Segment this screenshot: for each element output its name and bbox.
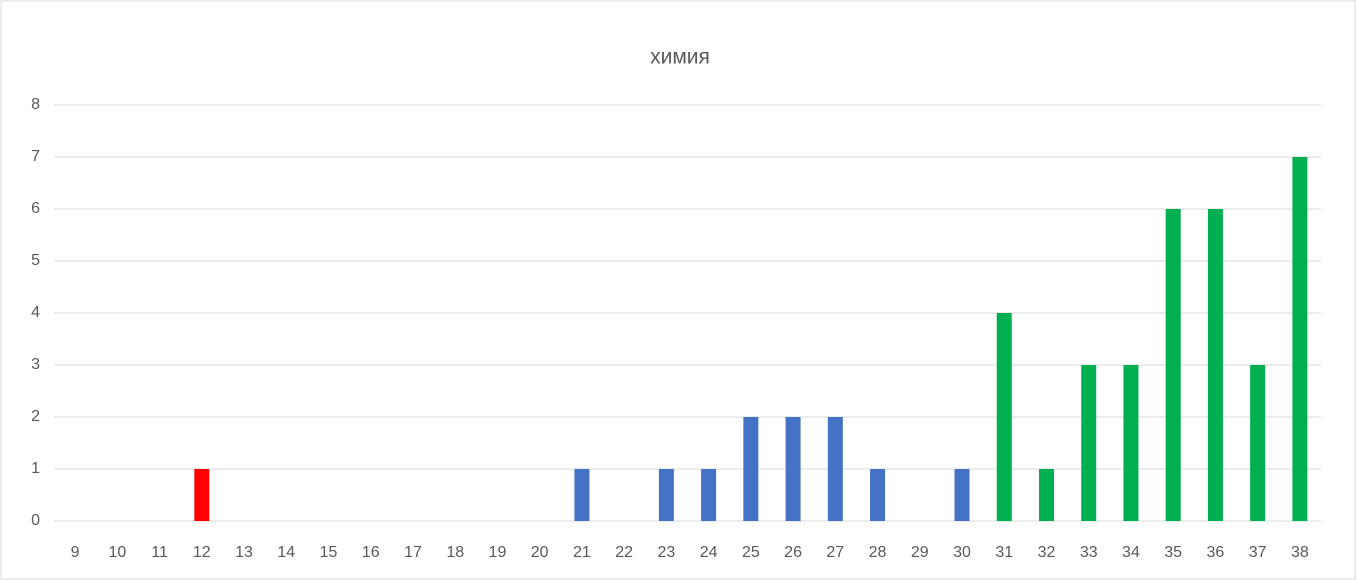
bar xyxy=(574,469,590,521)
x-tick-label: 28 xyxy=(869,544,887,561)
x-tick-label: 25 xyxy=(742,544,760,561)
x-tick-label: 16 xyxy=(362,544,380,561)
x-tick-label: 14 xyxy=(277,544,295,561)
bar xyxy=(1250,365,1266,521)
x-tick-label: 19 xyxy=(489,544,507,561)
x-tick-label: 32 xyxy=(1038,544,1056,561)
x-tick-label: 29 xyxy=(911,544,929,561)
x-tick-label: 37 xyxy=(1249,544,1267,561)
bar xyxy=(1207,209,1223,521)
x-tick-label: 10 xyxy=(108,544,126,561)
x-tick-label: 18 xyxy=(446,544,464,561)
x-tick-label: 34 xyxy=(1122,544,1140,561)
x-tick-label: 26 xyxy=(784,544,802,561)
bar xyxy=(785,417,801,521)
bar xyxy=(1081,365,1097,521)
chart-title: химия xyxy=(650,46,710,69)
bar xyxy=(194,469,210,521)
x-tick-label: 36 xyxy=(1207,544,1225,561)
bar xyxy=(1292,157,1308,521)
x-tick-label: 13 xyxy=(235,544,253,561)
x-tick-label: 21 xyxy=(573,544,591,561)
x-tick-label: 33 xyxy=(1080,544,1098,561)
bar xyxy=(658,469,674,521)
y-tick-label: 6 xyxy=(31,200,40,217)
bar xyxy=(827,417,843,521)
bar xyxy=(743,417,759,521)
bar xyxy=(1165,209,1181,521)
x-tick-label: 12 xyxy=(193,544,211,561)
y-tick-label: 1 xyxy=(31,460,40,477)
x-tick-label: 38 xyxy=(1291,544,1309,561)
x-tick-label: 20 xyxy=(531,544,549,561)
x-tick-label: 30 xyxy=(953,544,971,561)
y-tick-label: 3 xyxy=(31,356,40,373)
x-tick-label: 31 xyxy=(995,544,1013,561)
x-tick-label: 9 xyxy=(71,544,80,561)
x-tick-label: 15 xyxy=(320,544,338,561)
y-tick-label: 8 xyxy=(31,96,40,113)
x-tick-label: 11 xyxy=(151,544,168,561)
bar xyxy=(1038,469,1054,521)
x-tick-label: 22 xyxy=(615,544,633,561)
x-tick-label: 17 xyxy=(404,544,422,561)
x-tick-label: 23 xyxy=(657,544,675,561)
x-tick-label: 35 xyxy=(1164,544,1182,561)
y-tick-label: 7 xyxy=(31,148,40,165)
y-tick-label: 5 xyxy=(31,252,40,269)
x-tick-label: 27 xyxy=(826,544,844,561)
bar xyxy=(954,469,970,521)
y-tick-label: 2 xyxy=(31,408,40,425)
y-tick-label: 0 xyxy=(31,512,40,529)
x-tick-label: 24 xyxy=(700,544,718,561)
bar xyxy=(870,469,886,521)
bar xyxy=(996,313,1012,521)
bar xyxy=(701,469,717,521)
bar xyxy=(1123,365,1139,521)
y-tick-label: 4 xyxy=(31,304,40,321)
